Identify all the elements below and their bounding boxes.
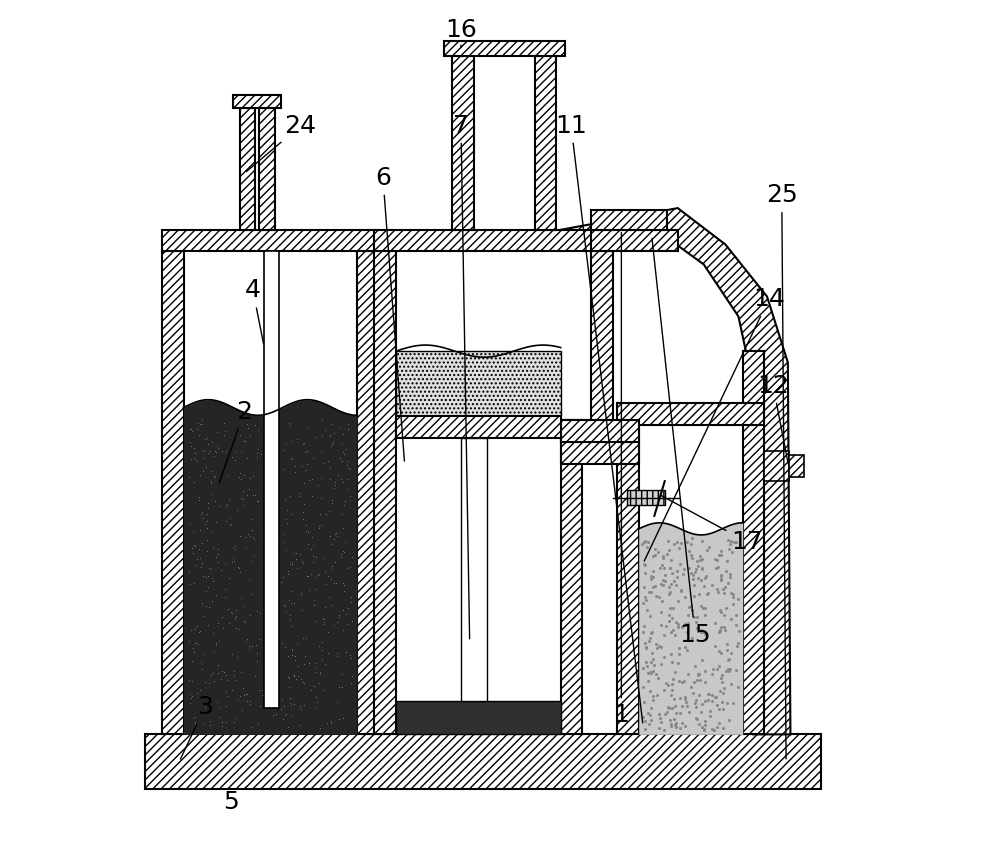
Bar <box>162 230 379 251</box>
Text: 3: 3 <box>180 694 213 759</box>
Polygon shape <box>556 208 790 734</box>
Bar <box>535 56 556 230</box>
Bar <box>374 251 396 734</box>
Text: 17: 17 <box>661 496 763 554</box>
Bar <box>259 108 275 230</box>
Text: 7: 7 <box>453 114 470 639</box>
Bar <box>627 490 665 505</box>
Bar <box>789 455 804 477</box>
Bar <box>764 451 789 481</box>
Bar <box>444 41 565 56</box>
Text: 6: 6 <box>375 166 404 461</box>
Bar <box>396 416 561 438</box>
Bar <box>617 425 639 734</box>
Bar <box>452 56 474 230</box>
Text: 15: 15 <box>652 238 711 647</box>
Bar <box>374 230 613 251</box>
Bar <box>264 251 279 708</box>
Text: 4: 4 <box>245 278 264 344</box>
Text: 12: 12 <box>757 374 789 464</box>
Bar <box>591 211 667 230</box>
Text: 11: 11 <box>555 114 643 723</box>
Text: 25: 25 <box>766 183 798 759</box>
Bar <box>357 251 379 734</box>
Bar <box>145 734 821 789</box>
Bar <box>591 251 613 442</box>
Bar <box>743 351 764 734</box>
Bar <box>561 420 639 442</box>
Bar <box>396 351 561 416</box>
Bar <box>461 438 487 701</box>
Text: 5: 5 <box>223 786 247 814</box>
Text: 16: 16 <box>445 18 477 48</box>
Text: 2: 2 <box>219 400 252 483</box>
Bar <box>396 701 561 734</box>
Bar <box>617 403 764 425</box>
Text: 24: 24 <box>246 114 317 172</box>
Bar <box>561 420 582 734</box>
Bar <box>561 442 639 464</box>
Bar <box>233 95 281 108</box>
Bar <box>561 420 591 442</box>
Text: 1: 1 <box>613 232 629 727</box>
Bar <box>162 251 184 734</box>
Bar <box>591 230 678 251</box>
Text: 14: 14 <box>644 287 785 561</box>
Bar <box>240 108 255 230</box>
